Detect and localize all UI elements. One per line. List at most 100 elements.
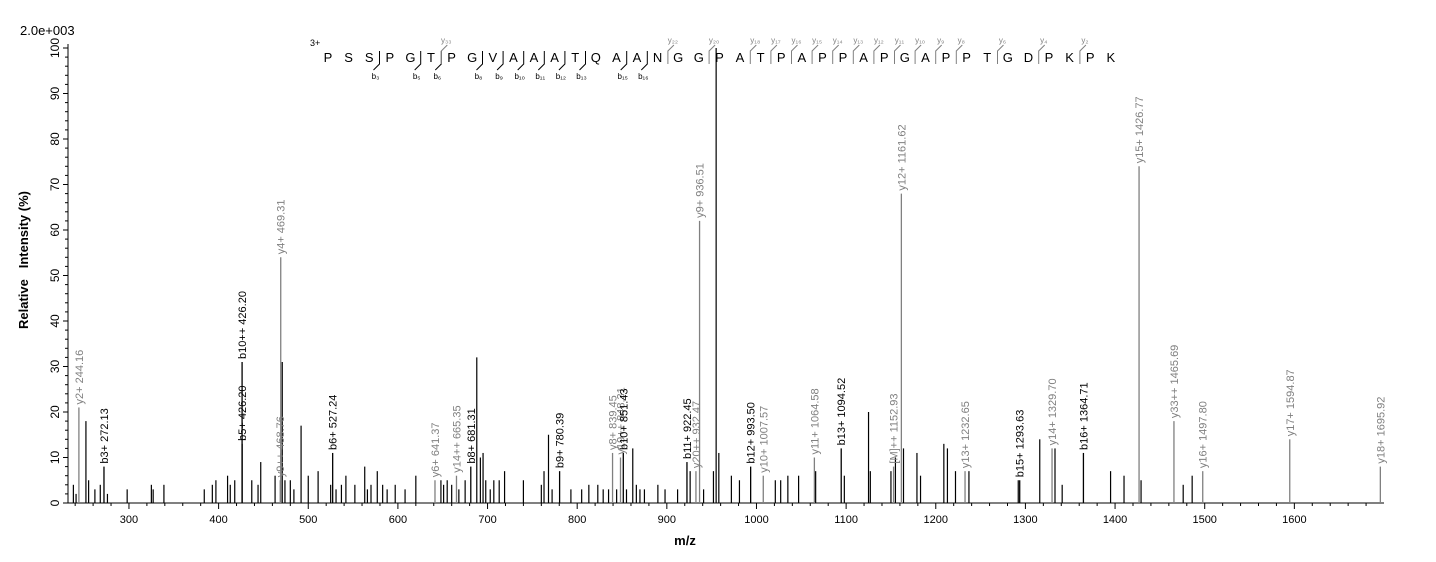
peak-label: y4+ 469.31 — [276, 200, 288, 255]
peak-label: b15+ 1293.63 — [1015, 410, 1027, 478]
b-ion-label: b₁₀ — [514, 72, 524, 81]
residue: A — [612, 50, 621, 65]
peak-label: y13+ 1232.65 — [960, 401, 972, 468]
x-tick-label: 1400 — [1103, 514, 1127, 526]
x-tick-label: 600 — [389, 514, 407, 526]
y-ion-label: y₂₂ — [668, 36, 678, 45]
peak-label: y19++ 848.31 — [615, 387, 627, 454]
residue: G — [1003, 50, 1013, 65]
residue: Q — [591, 50, 601, 65]
b-ion-label: b₃ — [372, 72, 380, 81]
residue: T — [983, 50, 991, 65]
x-tick-label: 1100 — [834, 514, 858, 526]
residue: G — [467, 50, 477, 65]
residue: A — [736, 50, 745, 65]
peak-label: y17+ 1594.87 — [1285, 369, 1297, 436]
b-ion-bracket — [640, 51, 648, 71]
y-ion-bracket — [914, 44, 922, 64]
residue: K — [1106, 50, 1115, 65]
peptide-sequence: 3+P S S P G T P G V A A A T Q A A N G G P A T P A P P A P G A P P T G D P K P… — [310, 36, 1115, 81]
y-tick-label: 50 — [48, 269, 62, 283]
peak-label: [M]++ 1152.93 — [889, 393, 901, 463]
b-ion-bracket — [414, 51, 422, 71]
residue: P — [962, 50, 971, 65]
y-ion-label: y₁₄ — [833, 36, 843, 45]
peak-label: b10++ 426.20 — [237, 291, 249, 359]
peak-label: y33++ 1465.69 — [1169, 345, 1181, 418]
x-tick-label: 900 — [658, 514, 676, 526]
y-ion-bracket — [832, 44, 840, 64]
x-tick-label: 1200 — [924, 514, 948, 526]
b-ion-label: b₁₁ — [535, 72, 545, 81]
peak-label: y10+ 1007.57 — [758, 406, 770, 473]
peak-label: y11+ 1064.58 — [809, 388, 821, 454]
peak-label: y16+ 1497.80 — [1198, 401, 1210, 468]
residue: A — [530, 50, 539, 65]
y-ion-label: y₄ — [1040, 36, 1047, 45]
peak-label: b6+ 527.24 — [328, 395, 340, 450]
residue: P — [1045, 50, 1054, 65]
charge-state: 3+ — [310, 38, 320, 48]
residue: A — [859, 50, 868, 65]
y-ion-label: y₈ — [958, 36, 965, 45]
y-ion-bracket — [955, 44, 963, 64]
residue: N — [653, 50, 662, 65]
residue: V — [488, 50, 497, 65]
b-ion-label: b₁₆ — [638, 72, 648, 81]
b-ion-bracket — [537, 51, 545, 71]
y-tick-label: 90 — [48, 87, 62, 101]
b-ion-bracket — [620, 51, 628, 71]
y-ion-bracket — [852, 44, 860, 64]
b-ion-bracket — [476, 51, 483, 71]
y-tick-label: 30 — [48, 360, 62, 374]
residue: A — [797, 50, 806, 65]
peak-label: y14+ 1329.70 — [1047, 378, 1059, 445]
b-ion-bracket — [373, 51, 380, 71]
residue: P — [777, 50, 786, 65]
y-ion-bracket — [1079, 44, 1087, 64]
residue: P — [324, 50, 333, 65]
peak-label: y15+ 1426.77 — [1134, 96, 1146, 163]
y-ion-label: y₁₅ — [812, 36, 822, 45]
y-ion-label: y₂₀ — [709, 36, 719, 45]
peak-label: y14++ 665.35 — [451, 405, 463, 472]
y-ion-label: y₁₀ — [915, 36, 925, 45]
peak-label: y9+ 936.51 — [695, 163, 707, 218]
residue: P — [447, 50, 456, 65]
y-ion-label: y₁₈ — [750, 36, 760, 45]
peak-label: b5+ 426.20 — [237, 385, 249, 440]
y-ion-label: y₆ — [999, 36, 1006, 45]
y-ion-bracket — [997, 44, 1004, 64]
x-tick-label: 700 — [478, 514, 496, 526]
residue: S — [344, 50, 353, 65]
b-ion-bracket — [517, 51, 525, 71]
x-tick-label: 400 — [209, 514, 227, 526]
peak-label: y12+ 1161.62 — [896, 124, 908, 190]
peak-label: b13+ 1094.52 — [836, 378, 848, 446]
peak-label: b16+ 1364.71 — [1078, 382, 1090, 450]
peak-label: y20++ 932.47 — [691, 401, 703, 468]
y-ion-label: y₁₃ — [853, 36, 863, 45]
y-tick-label: 10 — [48, 451, 62, 465]
b-ion-label: b₁₅ — [618, 72, 628, 81]
b-ion-label: b₁₃ — [576, 72, 586, 81]
b-ion-label: b₁₂ — [556, 72, 566, 81]
y-ion-label: y₉ — [937, 36, 944, 45]
residue: P — [818, 50, 827, 65]
b-ion-label: b₈ — [475, 72, 483, 81]
y-ion-bracket — [749, 44, 757, 64]
peak-label: y9++ 468.76 — [275, 416, 287, 477]
scale-label: 2.0e+003 — [20, 23, 75, 38]
y-axis-label: Relative Intensity (%) — [16, 191, 31, 329]
y-tick-label: 0 — [48, 499, 62, 506]
residue: A — [509, 50, 518, 65]
peak-label: y18+ 1695.92 — [1375, 397, 1387, 464]
peak-label: y2+ 244.16 — [74, 350, 86, 405]
axes — [67, 44, 1384, 504]
residue: P — [1086, 50, 1095, 65]
peaks — [72, 48, 1381, 503]
residue: K — [1065, 50, 1074, 65]
residue: P — [715, 50, 724, 65]
y-ion-bracket — [770, 44, 778, 64]
residue: T — [757, 50, 765, 65]
